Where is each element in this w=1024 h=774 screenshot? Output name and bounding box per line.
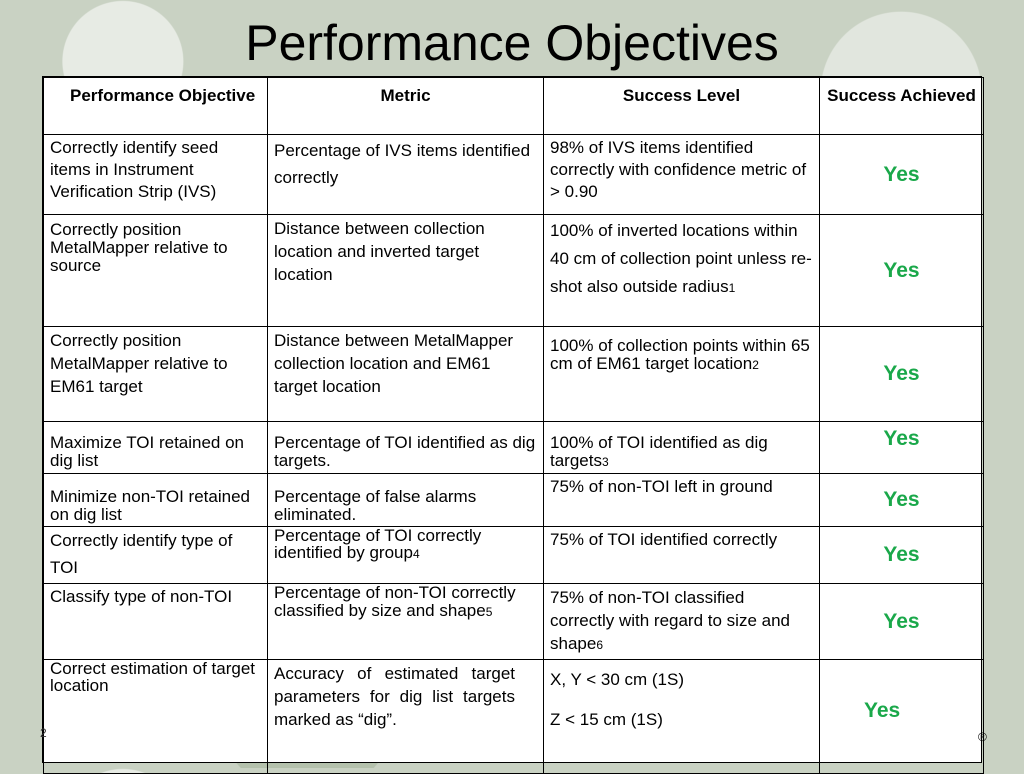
- header-performance-objective: Performance Objective: [43, 77, 268, 135]
- registered-mark: ®: [978, 730, 987, 744]
- location-tolerance-xy: X, Y < 30 cm (1S): [550, 670, 685, 689]
- footnote-marker: 2: [752, 358, 759, 372]
- location-tolerance-z: Z < 15 cm (1S): [550, 710, 663, 729]
- objective-cell: Correctly position MetalMapper relative …: [43, 214, 268, 327]
- footnote-marker: 4: [412, 547, 420, 561]
- table-header-row: Performance Objective Metric Success Lev…: [43, 77, 984, 135]
- table-row: Correctly position MetalMapper relative …: [43, 214, 984, 327]
- objective-cell: Classify type of non-TOI: [43, 583, 268, 660]
- metric-cell: Percentage of non-TOI correctly classifi…: [267, 583, 544, 660]
- success-achieved-cell: Yes: [819, 134, 984, 215]
- header-metric: Metric: [267, 77, 544, 135]
- success-level-cell: 100% of inverted locations within 40 cm …: [543, 214, 820, 327]
- success-level-cell: 75% of non-TOI classified correctly with…: [543, 583, 820, 660]
- footnote-marker: 5: [485, 605, 493, 619]
- objective-cell: Correctly position MetalMapper relative …: [43, 326, 268, 422]
- success-level-cell: 100% of TOI identified as dig targets3: [543, 421, 820, 474]
- performance-objectives-table: Performance Objective Metric Success Lev…: [42, 76, 984, 774]
- metric-cell: Percentage of TOI correctly identified b…: [267, 526, 544, 584]
- success-achieved-cell: Yes: [819, 326, 984, 422]
- success-achieved-cell: Yes: [819, 421, 984, 474]
- table-row: Maximize TOI retained on dig list Percen…: [43, 421, 984, 474]
- header-success-achieved: Success Achieved: [819, 77, 984, 135]
- success-achieved-cell: Yes: [819, 473, 984, 527]
- page-number: 2: [40, 726, 47, 740]
- success-level-cell: X, Y < 30 cm (1S) Z < 15 cm (1S): [543, 659, 820, 774]
- metric-cell: Percentage of IVS items identified corre…: [267, 134, 544, 215]
- table-row: Correctly identify seed items in Instrum…: [43, 134, 984, 215]
- success-level-cell: 98% of IVS items identified correctly wi…: [543, 134, 820, 215]
- success-level-cell: 75% of non-TOI left in ground: [543, 473, 820, 527]
- table-row: Correctly position MetalMapper relative …: [43, 326, 984, 422]
- metric-cell: Percentage of false alarms eliminated.: [267, 473, 544, 527]
- metric-cell: Distance between collection location and…: [267, 214, 544, 327]
- footnote-marker: 3: [601, 455, 609, 469]
- metric-cell: Accuracy of estimated target parameters …: [267, 659, 544, 774]
- objective-cell: Correctly identify type of TOI: [43, 526, 268, 584]
- objective-cell: Minimize non-TOI retained on dig list: [43, 473, 268, 527]
- success-achieved-cell: Yes: [819, 583, 984, 660]
- success-achieved-cell: Yes: [819, 526, 984, 584]
- metric-cell: Percentage of TOI identified as dig targ…: [267, 421, 544, 474]
- table-row: Classify type of non-TOI Percentage of n…: [43, 583, 984, 660]
- success-level-cell: 100% of collection points within 65 cm o…: [543, 326, 820, 422]
- objective-cell: Maximize TOI retained on dig list: [43, 421, 268, 474]
- table-row: Minimize non-TOI retained on dig list Pe…: [43, 473, 984, 527]
- slide-title: Performance Objectives: [245, 15, 779, 71]
- footnote-marker: 1: [728, 281, 736, 295]
- header-success-level: Success Level: [543, 77, 820, 135]
- success-level-cell: 75% of TOI identified correctly: [543, 526, 820, 584]
- footnote-marker: 6: [596, 638, 604, 652]
- metric-cell: Distance between MetalMapper collection …: [267, 326, 544, 422]
- success-achieved-cell: Yes: [819, 214, 984, 327]
- objective-cell: Correct estimation of target location: [43, 659, 268, 774]
- table-row: Correctly identify type of TOI Percentag…: [43, 526, 984, 584]
- objective-cell: Correctly identify seed items in Instrum…: [43, 134, 268, 215]
- table-row: Correct estimation of target location Ac…: [43, 659, 984, 774]
- success-achieved-cell: Yes: [819, 659, 984, 774]
